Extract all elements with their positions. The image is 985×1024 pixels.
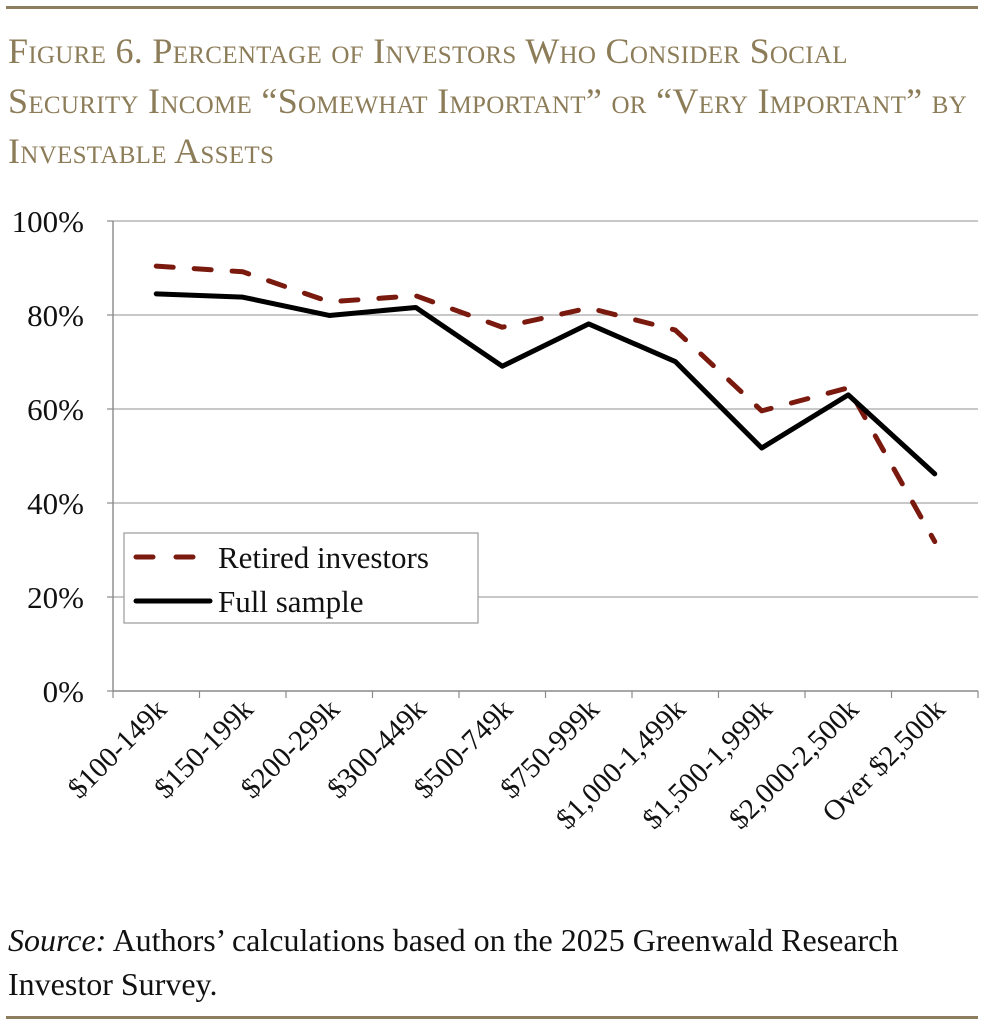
y-tick-label: 100% (12, 204, 84, 239)
y-tick-label: 20% (27, 580, 84, 615)
y-tick-label: 80% (27, 298, 84, 333)
top-rule (6, 6, 978, 9)
y-tick-label: 60% (27, 392, 84, 427)
legend-label: Full sample (218, 584, 364, 619)
series-line-retired-investors (153, 263, 938, 545)
legend-box (123, 532, 479, 624)
line-chart: 0%20%40%60%80%100%$100-149k$150-199k$200… (12, 204, 979, 836)
bottom-rule (6, 1016, 978, 1019)
y-tick-label: 40% (27, 486, 84, 521)
source-label: Source: (8, 922, 107, 958)
source-text: Authors’ calculations based on the 2025 … (8, 922, 899, 1002)
y-tick-label: 0% (43, 674, 84, 709)
figure-title: Figure 6. Percentage of Investors Who Co… (8, 31, 968, 171)
series-line-full-sample (153, 291, 938, 477)
source-note: Source: Authors’ calculations based on t… (8, 918, 968, 1006)
legend-label: Retired investors (218, 540, 429, 575)
